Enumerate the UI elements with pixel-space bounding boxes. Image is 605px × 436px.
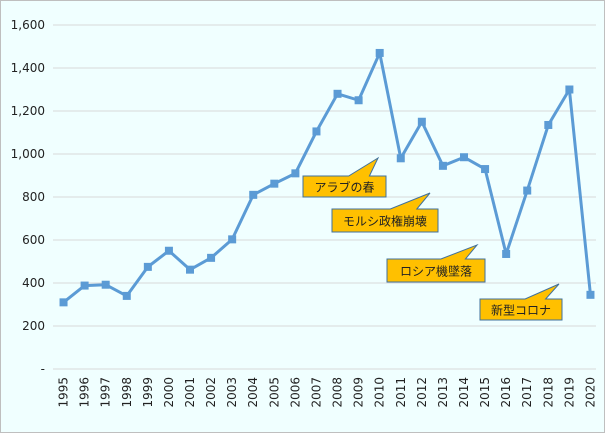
- x-tick-label: 1995: [57, 377, 71, 408]
- annotation-label: ロシア機墜落: [400, 264, 472, 279]
- data-point: [164, 246, 173, 255]
- x-tick-label: 2018: [541, 377, 555, 408]
- annotation-label: アラブの春: [314, 180, 374, 195]
- data-point: [143, 262, 152, 271]
- x-tick-label: 2013: [436, 377, 450, 408]
- x-tick-label: 2014: [457, 377, 471, 408]
- y-tick-label: 1,200: [11, 104, 45, 118]
- x-tick-label: 2010: [373, 377, 387, 408]
- data-point: [186, 265, 194, 274]
- data-point: [544, 120, 553, 129]
- x-tick-label: 2011: [394, 377, 408, 408]
- data-point: [228, 235, 237, 244]
- data-point: [312, 127, 321, 136]
- x-tick-label: 2007: [309, 377, 323, 408]
- data-point: [565, 85, 574, 94]
- x-tick-label: 2006: [288, 377, 302, 408]
- y-tick-label: 1,400: [11, 61, 45, 75]
- x-tick-label: 2001: [183, 377, 197, 408]
- annotation-label: 新型コロナ: [491, 303, 551, 318]
- data-point: [417, 117, 426, 126]
- x-tick-label: 2012: [415, 377, 429, 408]
- data-point: [481, 165, 490, 174]
- x-tick-label: 2020: [583, 377, 597, 408]
- data-point: [333, 89, 342, 98]
- annotation-callout: [302, 156, 387, 198]
- data-point: [502, 249, 511, 258]
- x-tick-label: 1996: [78, 377, 92, 408]
- x-tick-label: 2002: [204, 377, 218, 408]
- data-point: [354, 96, 363, 105]
- data-point: [207, 253, 216, 262]
- annotation-label: モルシ政権崩壊: [343, 214, 427, 229]
- data-point: [438, 161, 447, 170]
- x-tick-label: 2009: [352, 377, 366, 408]
- data-point: [523, 186, 532, 195]
- data-point: [396, 154, 405, 163]
- data-point: [101, 280, 110, 289]
- x-tick-label: 2000: [162, 377, 176, 408]
- y-tick-label: 800: [22, 190, 45, 204]
- x-tick-label: 2016: [499, 377, 513, 408]
- data-point: [249, 190, 258, 199]
- data-point: [375, 48, 384, 57]
- x-tick-label: 2015: [478, 377, 492, 408]
- x-tick-label: 1997: [99, 377, 113, 408]
- data-point: [122, 291, 131, 300]
- data-point: [460, 153, 468, 162]
- data-point: [291, 169, 300, 178]
- y-tick-label: 600: [22, 233, 45, 247]
- y-tick-label: 400: [22, 276, 45, 290]
- y-tick-label: -: [41, 362, 45, 376]
- x-tick-label: 2005: [267, 377, 281, 408]
- x-tick-label: 2017: [520, 377, 534, 408]
- data-point: [80, 281, 89, 290]
- x-tick-label: 2019: [562, 377, 576, 408]
- x-tick-label: 2003: [225, 377, 239, 408]
- x-tick-label: 2008: [331, 377, 345, 408]
- data-point: [270, 179, 279, 188]
- x-tick-label: 1998: [120, 377, 134, 408]
- data-point: [59, 298, 68, 307]
- y-tick-label: 1,000: [11, 147, 45, 161]
- annotation-callout: [331, 192, 439, 233]
- x-tick-label: 2004: [246, 377, 260, 408]
- x-tick-label: 1999: [141, 377, 155, 408]
- y-tick-label: 200: [22, 319, 45, 333]
- annotation-callout: [479, 283, 563, 321]
- data-point: [586, 290, 595, 299]
- y-tick-label: 1,600: [11, 18, 45, 32]
- annotation-callout: [386, 243, 486, 283]
